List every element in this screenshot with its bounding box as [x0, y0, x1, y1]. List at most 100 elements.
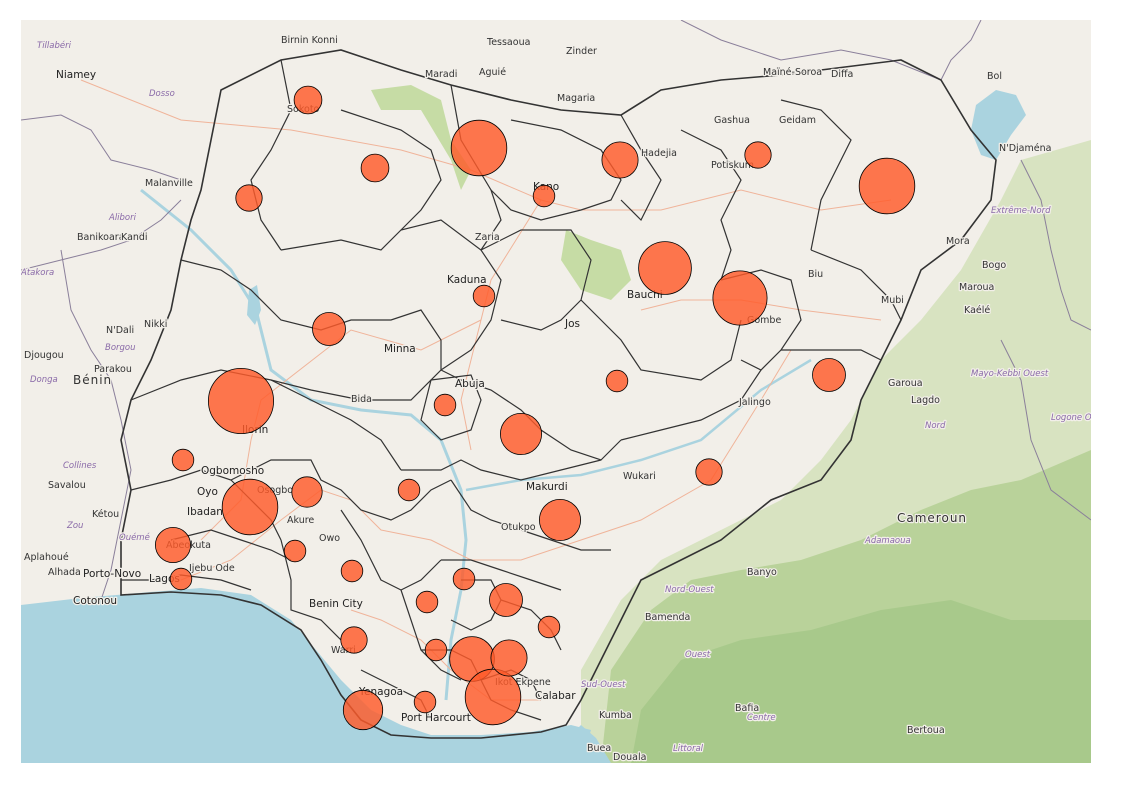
state-bubble[interactable]	[537, 615, 561, 639]
state-bubble[interactable]	[283, 539, 307, 563]
city-label: Ijebu Ode	[189, 563, 235, 574]
state-bubble[interactable]	[601, 141, 639, 179]
city-label: Zinder	[566, 46, 597, 57]
city-label: Minna	[384, 343, 416, 355]
map-canvas[interactable]: Niamey Maradi Aguié Tessaoua Zinder Maga…	[21, 20, 1091, 763]
city-label: N'Djaména	[999, 143, 1051, 154]
city-label: Bamenda	[645, 612, 690, 623]
state-bubble[interactable]	[207, 367, 274, 434]
state-bubble[interactable]	[171, 448, 195, 472]
state-bubble[interactable]	[340, 559, 364, 583]
state-bubble[interactable]	[452, 567, 476, 591]
foreign-borders	[21, 20, 1091, 601]
city-label: Otukpo	[501, 522, 536, 533]
city-label: Maïné-Soroa	[763, 67, 822, 78]
city-label: Birnin Konni	[281, 35, 338, 46]
state-bubble[interactable]	[342, 689, 384, 731]
city-label: Mubi	[881, 295, 904, 306]
region-label: Ouémé	[119, 532, 150, 543]
state-bubble[interactable]	[415, 590, 439, 614]
city-label: Bol	[987, 71, 1002, 82]
country-label: Bénin	[73, 373, 112, 387]
state-bubble[interactable]	[291, 476, 323, 508]
map-svg: Niamey Maradi Aguié Tessaoua Zinder Maga…	[21, 20, 1091, 763]
city-label: Porto-Novo	[83, 568, 141, 580]
state-bubble[interactable]	[858, 157, 916, 215]
city-label: Geidam	[779, 115, 816, 126]
state-bubble[interactable]	[638, 241, 692, 295]
city-label: Akure	[287, 515, 314, 526]
city-label: Djougou	[24, 350, 64, 361]
city-label: Malanville	[145, 178, 193, 189]
city-label: Calabar	[535, 690, 576, 702]
state-bubble[interactable]	[489, 583, 523, 617]
place-labels: Niamey Maradi Aguié Tessaoua Zinder Maga…	[21, 34, 1091, 763]
city-label: Kaduna	[447, 274, 487, 286]
city-label: Nikki	[144, 319, 167, 330]
state-bubble[interactable]	[424, 638, 448, 662]
city-label: Kétou	[92, 509, 119, 520]
city-label: Garoua	[888, 378, 923, 389]
city-label: Parakou	[94, 364, 132, 375]
state-bubble[interactable]	[397, 478, 421, 502]
state-bubble[interactable]	[532, 184, 556, 208]
city-label: Tessaoua	[486, 37, 530, 48]
city-label: Jos	[564, 318, 580, 330]
city-label: Aguié	[479, 67, 506, 78]
state-bubble[interactable]	[744, 141, 772, 169]
city-label: Bogo	[982, 260, 1006, 271]
water-layer	[21, 90, 1026, 763]
city-label: Alhada	[48, 567, 81, 578]
state-bubble[interactable]	[235, 184, 263, 212]
city-label: Owo	[319, 533, 340, 544]
state-bubble[interactable]	[293, 85, 323, 115]
state-bubble[interactable]	[605, 369, 629, 393]
city-label: Abuja	[455, 378, 485, 390]
state-bubble[interactable]	[472, 284, 496, 308]
state-bubble[interactable]	[539, 498, 582, 541]
state-bubble[interactable]	[450, 119, 508, 177]
city-label: Makurdi	[526, 481, 568, 493]
state-bubble[interactable]	[413, 690, 437, 714]
state-bubble[interactable]	[695, 458, 723, 486]
city-label: Buea	[587, 743, 611, 754]
region-label: Nord	[925, 421, 946, 431]
region-label: Collines	[63, 461, 97, 471]
region-label: Adamaoua	[864, 536, 911, 546]
city-label: Benin City	[309, 598, 363, 610]
region-label: Dosso	[149, 89, 175, 99]
city-label: Kumba	[599, 710, 632, 721]
state-bubble[interactable]	[433, 393, 457, 417]
state-bubble[interactable]	[464, 668, 522, 726]
state-bubble[interactable]	[340, 626, 368, 654]
region-label: Alibori	[108, 213, 137, 223]
city-label: Wukari	[623, 471, 656, 482]
state-bubble[interactable]	[712, 270, 768, 326]
city-label: Banyo	[747, 567, 777, 578]
state-bubble[interactable]	[360, 153, 390, 183]
state-bubble[interactable]	[221, 478, 279, 536]
state-bubble[interactable]	[312, 312, 346, 346]
city-label: Hadejia	[641, 148, 677, 159]
region-label: Littoral	[673, 744, 704, 754]
region-label: Ouest	[685, 650, 711, 660]
state-bubble[interactable]	[499, 412, 542, 455]
state-bubbles	[154, 85, 916, 731]
city-label: Diffa	[831, 69, 853, 80]
city-label: Bertoua	[907, 725, 945, 736]
state-bubble[interactable]	[490, 639, 528, 677]
region-label: Tillabéri	[37, 40, 72, 51]
city-label: Oyo	[197, 486, 218, 498]
state-bubble[interactable]	[812, 358, 846, 392]
state-bubble[interactable]	[169, 567, 193, 591]
region-label: Sud-Ouest	[581, 680, 626, 690]
state-bubble[interactable]	[154, 526, 191, 563]
region-label: Donga	[30, 375, 58, 385]
region-label: Atakora	[21, 268, 54, 278]
region-label: Centre	[747, 713, 776, 723]
city-label: Jalingo	[738, 397, 771, 408]
city-label: Cotonou	[73, 595, 117, 607]
region-label: Logone Occidental	[1051, 413, 1091, 423]
region-label: Nord-Ouest	[665, 585, 714, 595]
city-label: Ibadan	[187, 506, 223, 518]
